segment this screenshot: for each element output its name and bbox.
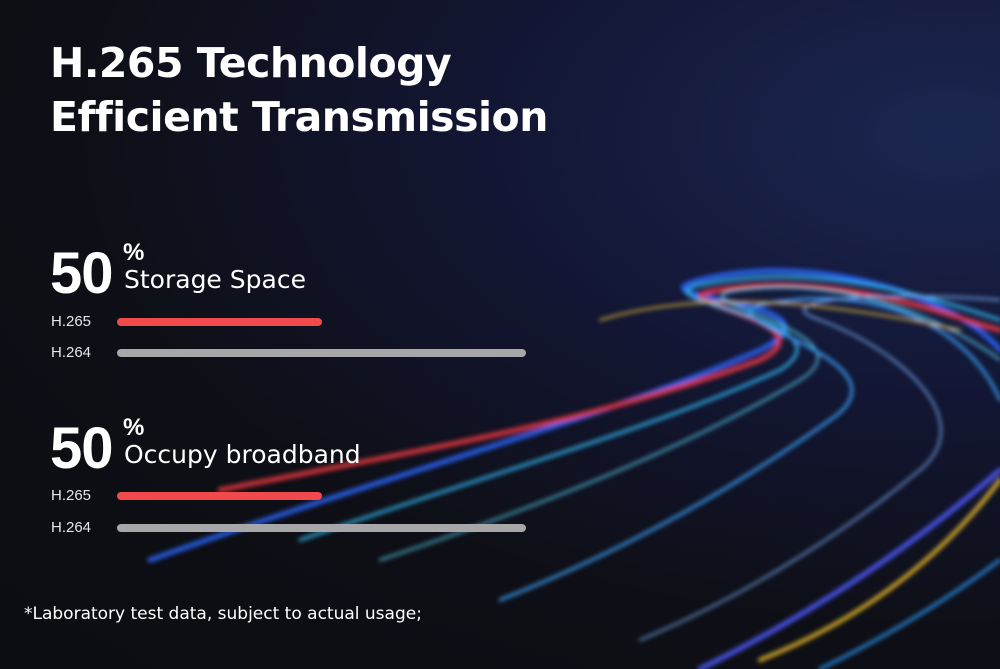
bar-broadband-h265	[117, 492, 322, 500]
stat-value: 50	[50, 241, 114, 306]
stat-value: 50	[50, 416, 114, 481]
bar-storage-h264	[117, 349, 526, 357]
stat-caption: Storage Space	[124, 265, 306, 294]
bar-label-h265: H.265	[51, 487, 92, 504]
page-title: H.265 Technology Efficient Transmission	[50, 36, 548, 144]
stat-unit: %	[123, 239, 145, 266]
bar-storage-h265	[117, 318, 322, 326]
bar-label-h265: H.265	[51, 313, 92, 330]
footnote: *Laboratory test data, subject to actual…	[24, 604, 422, 624]
title-line-1: H.265 Technology	[50, 39, 452, 87]
stat-caption: Occupy broadband	[124, 440, 361, 469]
bar-label-h264: H.264	[51, 344, 92, 361]
bar-label-h264: H.264	[51, 519, 92, 536]
bar-broadband-h264	[117, 524, 526, 532]
stat-unit: %	[123, 414, 145, 441]
title-line-2: Efficient Transmission	[50, 93, 548, 141]
